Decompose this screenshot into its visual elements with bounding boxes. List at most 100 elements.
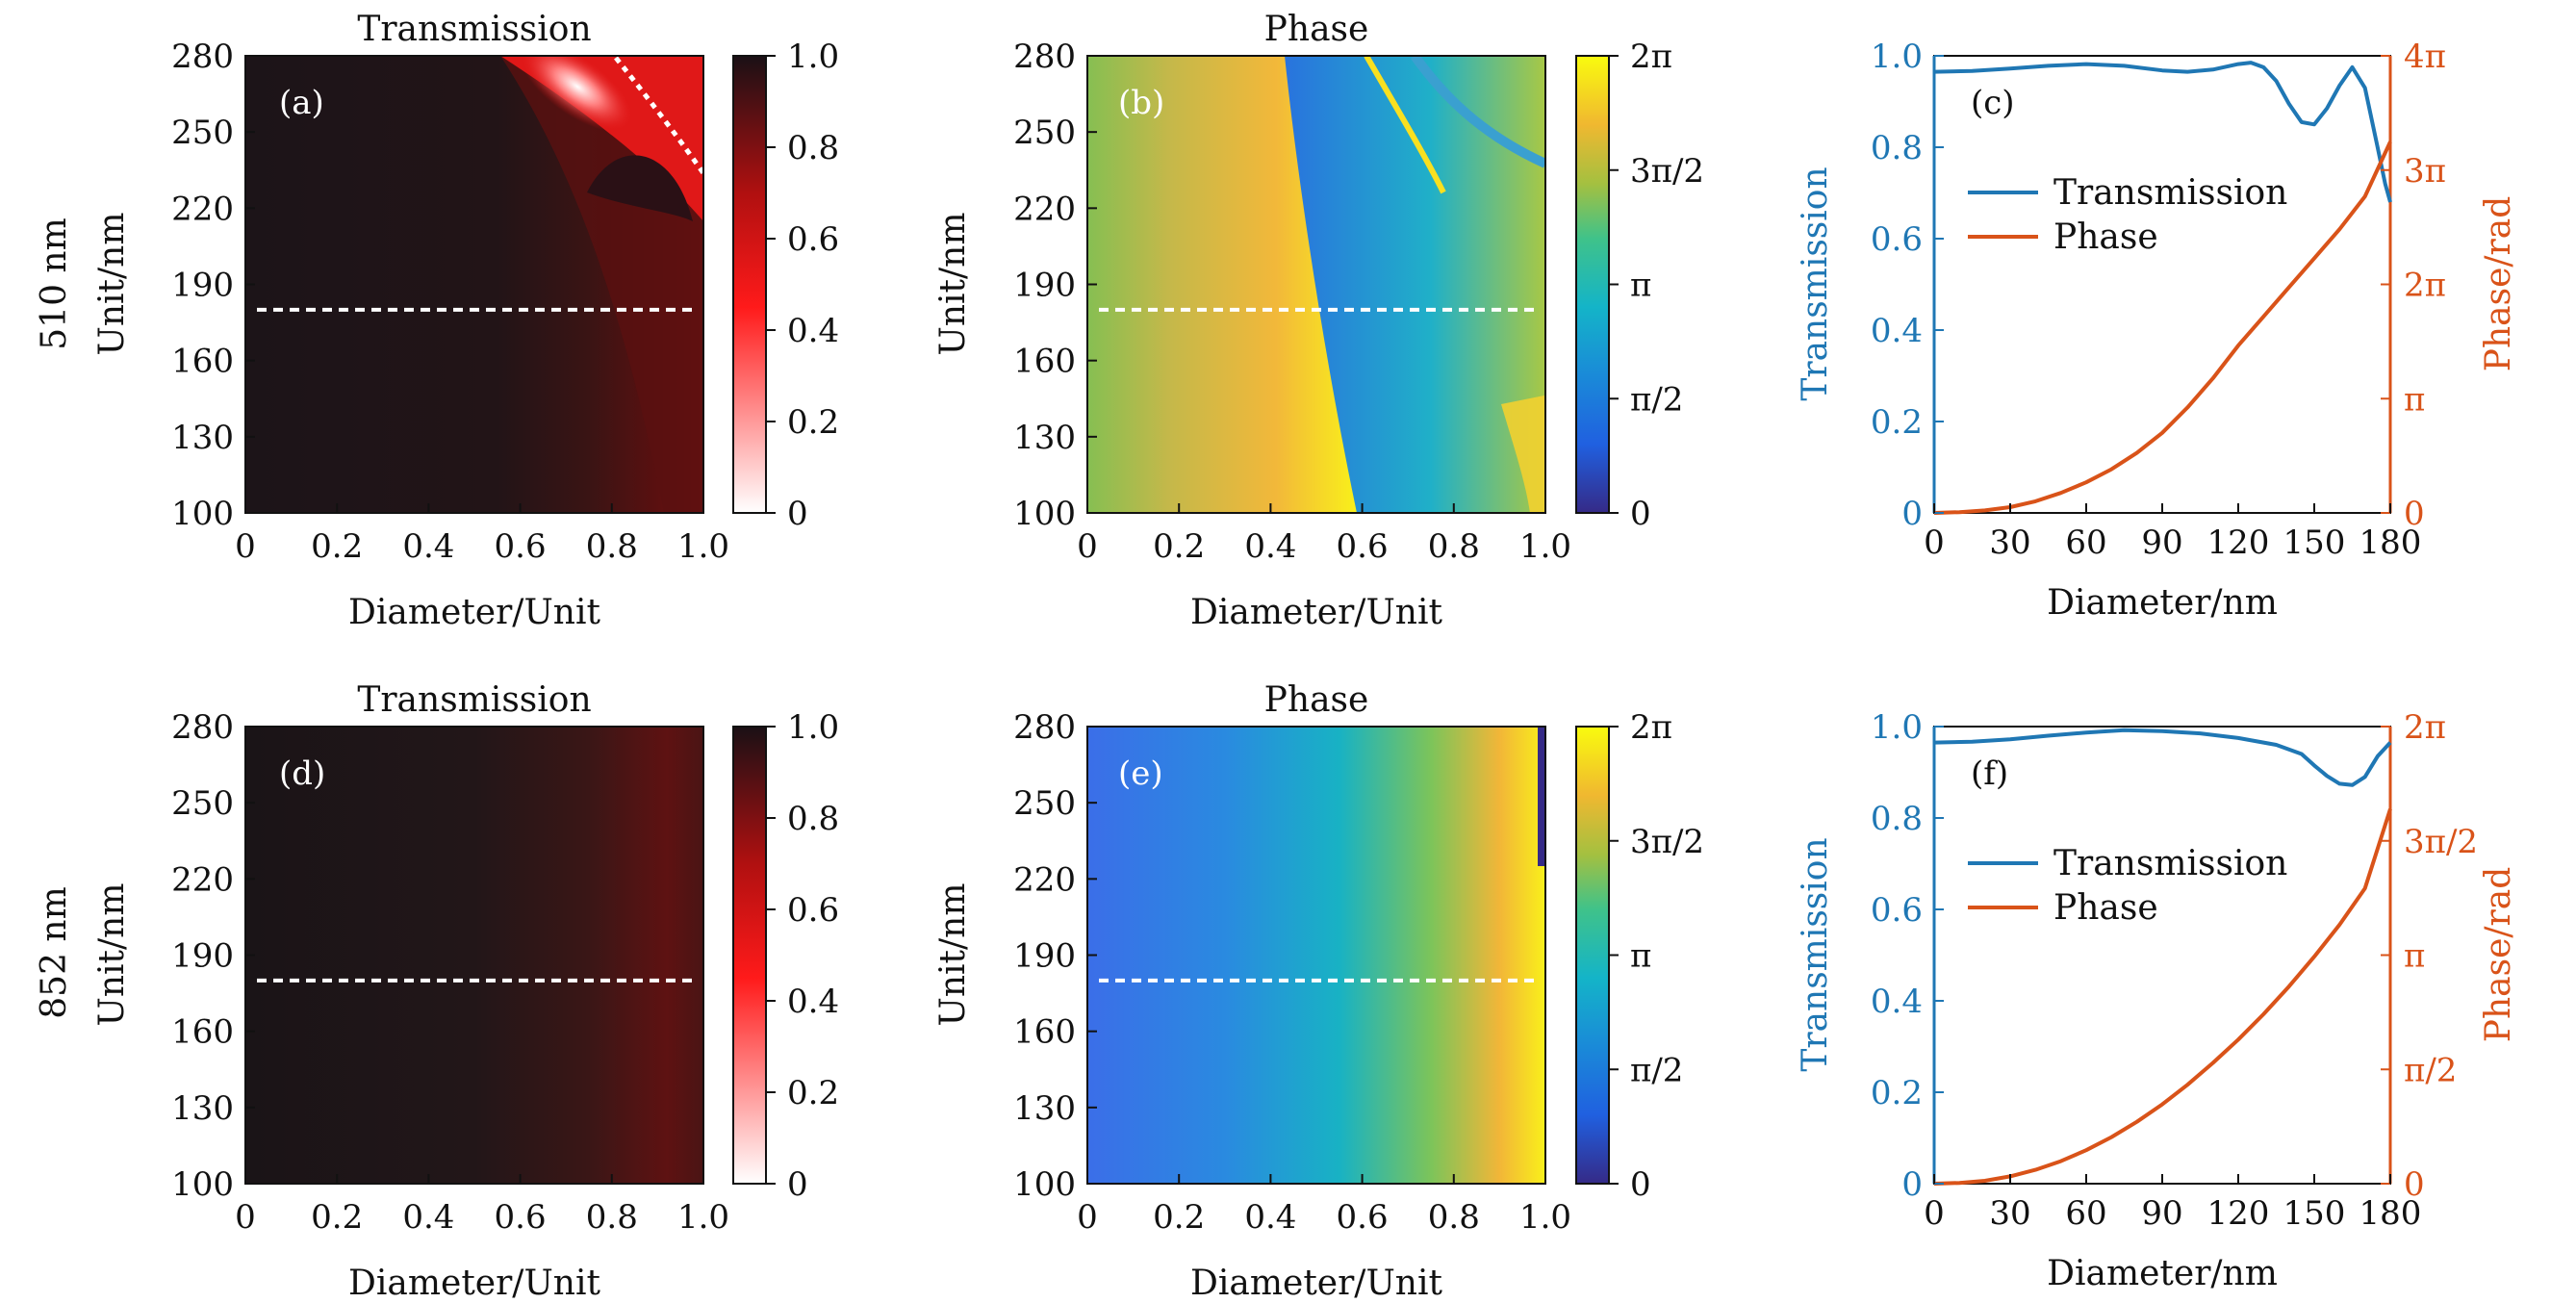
heatmap-e-edge	[1538, 727, 1545, 866]
x-tick-label: 0	[1077, 1198, 1098, 1237]
y-tick-label: 100	[1013, 495, 1076, 533]
colorbar-tick-label: 0	[1630, 1165, 1651, 1204]
y-left-tick-label: 1.0	[1871, 708, 1923, 747]
panel-label-d: (d)	[279, 754, 325, 793]
colorbar-tick-label: 0	[787, 1165, 808, 1204]
plot-frame-f	[1933, 726, 2391, 1185]
title-b: Phase	[1264, 10, 1369, 49]
colorbar-tick-label: 2π	[1630, 38, 1672, 76]
y-left-tick-label: 0.6	[1871, 891, 1923, 930]
y-ticks-left-f: 0 0.2 0.4 0.6 0.8 1.0	[1871, 708, 1944, 1204]
y-left-tick-label: 1.0	[1871, 38, 1923, 76]
y-left-tick-label: 0.4	[1871, 983, 1923, 1021]
panel-e: 100 130 160 190 220 250 280 0 0.2 0.4 0.6 0.8 1.0 P…	[933, 680, 1704, 1303]
x-tick-label: 60	[2065, 524, 2106, 562]
y-tick-label: 250	[1013, 114, 1076, 152]
legend-f: Transmission Phase	[1968, 844, 2287, 928]
x-tick-label: 0.8	[586, 1198, 638, 1237]
colorbar-tick-label: 1.0	[787, 38, 839, 76]
y-left-tick-label: 0.6	[1871, 220, 1923, 259]
x-tick-label: 0.6	[495, 1198, 547, 1237]
heatmap-e-base	[1087, 727, 1545, 1184]
x-tick-label: 0.4	[1244, 527, 1296, 566]
panel-label-a: (a)	[279, 84, 324, 122]
y-right-tick-label: π	[2404, 380, 2425, 419]
y-ticks-e: 100 130 160 190 220 250 280	[1013, 708, 1097, 1204]
legend-c-transmission-label: Transmission	[2053, 173, 2287, 213]
heatmap-b-top-stripes	[1364, 56, 1446, 194]
x-tick-label: 30	[1989, 1194, 2030, 1233]
y-tick-label: 250	[1013, 784, 1076, 823]
colorbar-ticks-d: 0 0.2 0.4 0.6 0.8 1.0	[766, 708, 839, 1204]
y-left-tick-label: 0.8	[1871, 800, 1923, 838]
ylabel-d: Unit/nm	[92, 883, 132, 1027]
panel-f: 0 0.2 0.4 0.6 0.8 1.0 0 π/2 π 3π/2 2π 0 30 60 90 120 1…	[1796, 708, 2518, 1293]
legend-f-transmission-label: Transmission	[2053, 844, 2287, 883]
y-tick-label: 160	[1013, 1013, 1076, 1052]
x-tick-label: 0	[235, 527, 256, 566]
heatmap-a-dark-lobe	[587, 155, 693, 221]
x-tick-label: 0.2	[311, 527, 363, 566]
colorbar-tick-label: 0.4	[787, 312, 839, 350]
legend-f-phase-label: Phase	[2053, 888, 2158, 928]
y-tick-label: 280	[1013, 708, 1076, 747]
y-left-tick-label: 0	[1901, 495, 1923, 533]
xlabel-f: Diameter/nm	[2047, 1254, 2278, 1293]
x-tick-label: 90	[2141, 524, 2182, 562]
heatmap-b-right-yellow	[1501, 395, 1545, 513]
heatmap-a-stripe	[614, 56, 703, 175]
plot-frame-c	[1933, 55, 2391, 514]
x-tick-label: 0	[1924, 1194, 1945, 1233]
x-ticks-a: 0 0.2 0.4 0.6 0.8 1.0	[235, 503, 729, 566]
colorbar-ticks-b: 0 π/2 π 3π/2 2π	[1609, 38, 1704, 533]
y-left-tick-label: 0.2	[1871, 403, 1923, 442]
ylabel-left-f: Transmission	[1796, 837, 1835, 1071]
ylabel-b: Unit/nm	[933, 213, 973, 356]
ylabel-right-c: Phase/rad	[2479, 196, 2518, 372]
y-ticks-right-f: 0 π/2 π 3π/2 2π	[2381, 708, 2478, 1204]
y-tick-label: 130	[171, 1089, 234, 1128]
colorbar-tick-label: 1.0	[787, 708, 839, 747]
xlabel-b: Diameter/Unit	[1190, 593, 1442, 632]
x-ticks-f: 0 30 60 90 120 150 180	[1924, 1174, 2421, 1233]
y-tick-label: 160	[1013, 343, 1076, 381]
panel-label-f: (f)	[1971, 754, 2008, 793]
panel-label-e: (e)	[1118, 754, 1163, 793]
x-tick-label: 0.6	[1337, 527, 1389, 566]
x-tick-label: 0	[1077, 527, 1098, 566]
x-tick-label: 0.8	[1428, 1198, 1480, 1237]
panel-d: 100 130 160 190 220 250 280 0 0.2 0.4 0.6 0.8 1.0 T…	[92, 680, 839, 1303]
y-tick-label: 250	[171, 114, 234, 152]
y-right-tick-label: π/2	[2404, 1051, 2457, 1089]
colorbar-tick-label: 0.8	[787, 129, 839, 167]
y-right-tick-label: 4π	[2404, 38, 2446, 76]
y-tick-label: 160	[171, 1013, 234, 1052]
x-tick-label: 1.0	[1519, 1198, 1571, 1237]
x-tick-label: 0.4	[1244, 1198, 1296, 1237]
y-right-tick-label: 2π	[2404, 708, 2446, 747]
y-tick-label: 130	[1013, 419, 1076, 457]
series-line-transmission	[1933, 728, 2392, 787]
y-tick-label: 280	[171, 708, 234, 747]
ylabel-left-c: Transmission	[1796, 166, 1835, 400]
y-right-tick-label: 3π	[2404, 152, 2446, 191]
y-tick-label: 280	[171, 38, 234, 76]
x-tick-label: 90	[2141, 1194, 2182, 1233]
row-label-510: 510 nm	[35, 217, 74, 349]
panel-b: 100 130 160 190 220 250 280 0 0.2 0.4 0.6 0.8 1.0 P…	[933, 10, 1704, 632]
heatmap-b-top-stripes-2	[1410, 56, 1545, 168]
colorbar-tick-label: 0	[1630, 495, 1651, 533]
x-tick-label: 150	[2283, 1194, 2346, 1233]
colorbar-ticks-a: 0 0.2 0.4 0.6 0.8 1.0	[766, 38, 839, 533]
y-tick-label: 130	[1013, 1089, 1076, 1128]
colorbar-tick-label: 2π	[1630, 708, 1672, 747]
x-tick-label: 1.0	[677, 1198, 729, 1237]
y-left-tick-label: 0	[1901, 1165, 1923, 1204]
title-e: Phase	[1264, 680, 1369, 720]
y-left-tick-label: 0.8	[1871, 129, 1923, 167]
y-tick-label: 130	[171, 419, 234, 457]
y-tick-label: 100	[171, 495, 234, 533]
x-tick-label: 120	[2207, 1194, 2270, 1233]
x-ticks-c: 0 30 60 90 120 150 180	[1924, 503, 2421, 562]
colorbar-tick-label: π	[1630, 937, 1651, 976]
